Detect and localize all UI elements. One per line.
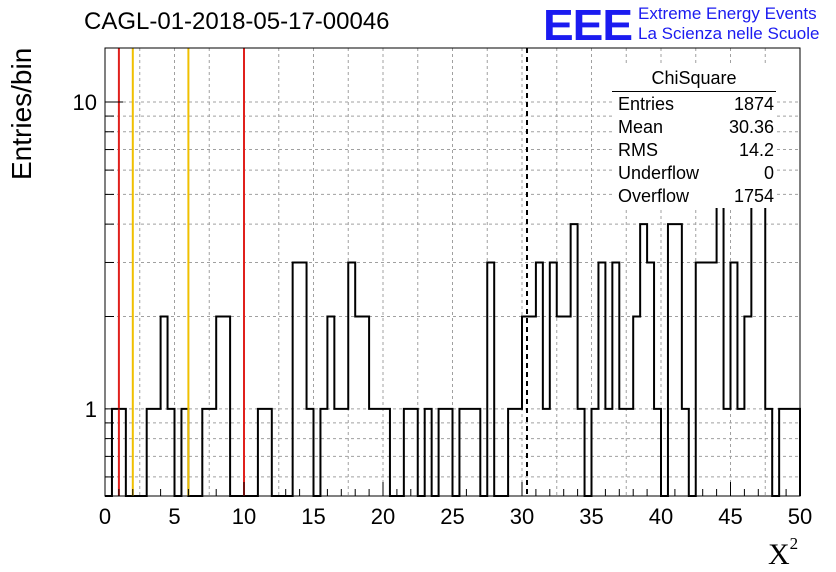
stats-value: 30.36 (728, 117, 774, 137)
x-tick-label: 25 (440, 504, 464, 529)
x-tick-label: 15 (301, 504, 325, 529)
x-tick-label: 20 (371, 504, 395, 529)
x-tick-label: 35 (579, 504, 603, 529)
stats-label: Mean (618, 117, 664, 137)
stats-value: 14.2 (738, 140, 774, 160)
stats-label: Overflow (618, 186, 690, 206)
x-tick-label: 10 (232, 504, 256, 529)
stats-value: 1874 (733, 94, 774, 114)
x-tick-label: 45 (718, 504, 742, 529)
x-tick-label: 0 (99, 504, 111, 529)
chart-title: CAGL-01-2018-05-17-00046 (84, 8, 390, 35)
x-tick-label: 30 (510, 504, 534, 529)
x-tick-label: 50 (788, 504, 812, 529)
x-tick-label: 5 (168, 504, 180, 529)
stats-label: Entries (618, 94, 675, 114)
logo-line-2: La Scienza nelle Scuole (638, 24, 820, 43)
y-tick-label: 1 (85, 397, 97, 422)
stats-value: 0 (763, 163, 774, 183)
eee-logo: EEE (543, 0, 633, 50)
stats-value: 1754 (733, 186, 774, 206)
x-tick-label: 40 (649, 504, 673, 529)
logo-line-1: Extreme Energy Events (638, 4, 817, 23)
stats-label: Underflow (618, 163, 700, 183)
x-axis-label: X2 (768, 534, 799, 571)
stats-label: RMS (618, 140, 658, 160)
stats-title: ChiSquare (651, 68, 737, 88)
stats-box: ChiSquare Entries 1874 Mean 30.36 RMS 14… (612, 66, 776, 208)
y-tick-label: 10 (73, 90, 97, 115)
y-axis-label: Entries/bin (6, 47, 37, 180)
stats-divider (612, 91, 776, 92)
